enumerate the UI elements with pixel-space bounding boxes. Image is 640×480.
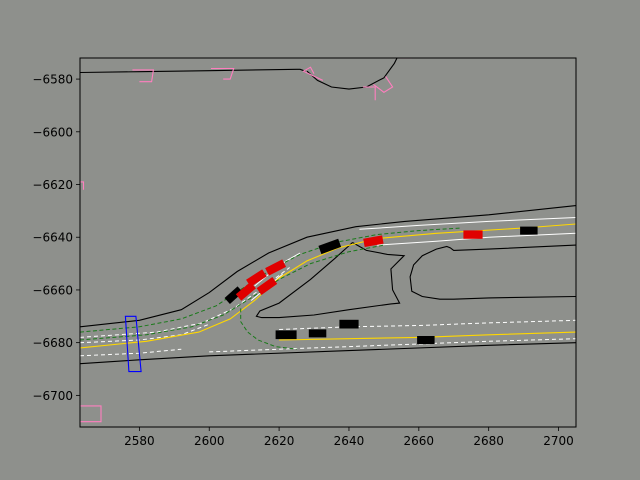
road-boundary-3: [80, 342, 576, 365]
crosswalk-0: [132, 69, 155, 83]
y-tick-label-0: −6580: [32, 73, 73, 87]
ego-vehicle-3: [265, 259, 287, 276]
y-tick-label-6: −6700: [32, 389, 73, 403]
lane-line-solid-2: [359, 217, 576, 230]
road-boundary-0: [80, 68, 306, 74]
route-paths: [80, 227, 461, 350]
ego-vehicle-4: [363, 235, 384, 248]
crosswalk-1: [211, 67, 235, 80]
center-line-0: [80, 223, 576, 349]
ego-vehicle-1: [246, 269, 267, 287]
x-tick-label-2: 2620: [264, 434, 295, 448]
lane-line-dashed-3: [209, 338, 576, 353]
y-tick-label-4: −6660: [32, 283, 73, 297]
lane-line-dashed-2: [80, 323, 210, 344]
crosswalk-6: [80, 405, 102, 423]
road-boundary-2: [80, 205, 576, 328]
y-tick-label-5: −6680: [32, 336, 73, 350]
ego-vehicle-5: [463, 230, 483, 239]
route-path-1: [80, 244, 384, 341]
y-axis: −6580 −6600 −6620 −6640 −6660 −6680 −6700: [32, 73, 80, 403]
y-tick-label-2: −6620: [32, 178, 73, 192]
crosswalk-3: [362, 86, 376, 101]
ego-vehicle-2: [256, 277, 278, 295]
crosswalk-2: [302, 66, 324, 81]
axes-frame: [79, 57, 577, 428]
other-vehicle-0: [224, 286, 243, 304]
road-boundary-5: [409, 244, 576, 300]
y-tick-label-3: −6640: [32, 231, 73, 245]
crosswalk-7: [80, 181, 85, 190]
plot-area: [80, 58, 576, 423]
road-boundary-4: [255, 242, 406, 319]
other-vehicle-6: [417, 336, 435, 344]
lane-line-dashed-1: [80, 267, 290, 338]
x-tick-label-4: 2660: [404, 434, 435, 448]
vehicles: [224, 226, 538, 344]
other-vehicle-4: [308, 329, 327, 338]
x-tick-label-6: 2700: [543, 434, 574, 448]
x-tick-label-1: 2600: [194, 434, 225, 448]
crosswalks: [80, 58, 412, 423]
lane-line-dashed-4: [279, 319, 576, 330]
lane-line-solid-3: [376, 232, 576, 246]
stop-lines: [124, 315, 142, 373]
x-tick-label-0: 2580: [124, 434, 155, 448]
road-boundary-1: [306, 58, 398, 90]
road-boundaries: [80, 58, 576, 365]
other-vehicle-3: [275, 330, 297, 340]
route-path-0: [80, 227, 461, 333]
other-vehicle-1: [318, 238, 342, 255]
other-vehicle-2: [520, 226, 538, 235]
other-vehicle-5: [339, 319, 359, 329]
y-tick-label-1: −6600: [32, 125, 73, 139]
stop-line-0: [124, 315, 142, 373]
x-axis: 2580 2600 2620 2640 2660 2680 2700: [124, 427, 574, 448]
route-path-2: [240, 308, 297, 350]
x-tick-label-5: 2680: [473, 434, 504, 448]
x-tick-label-3: 2640: [334, 434, 365, 448]
lane-markings: [80, 217, 576, 357]
crosswalk-4: [373, 76, 394, 93]
